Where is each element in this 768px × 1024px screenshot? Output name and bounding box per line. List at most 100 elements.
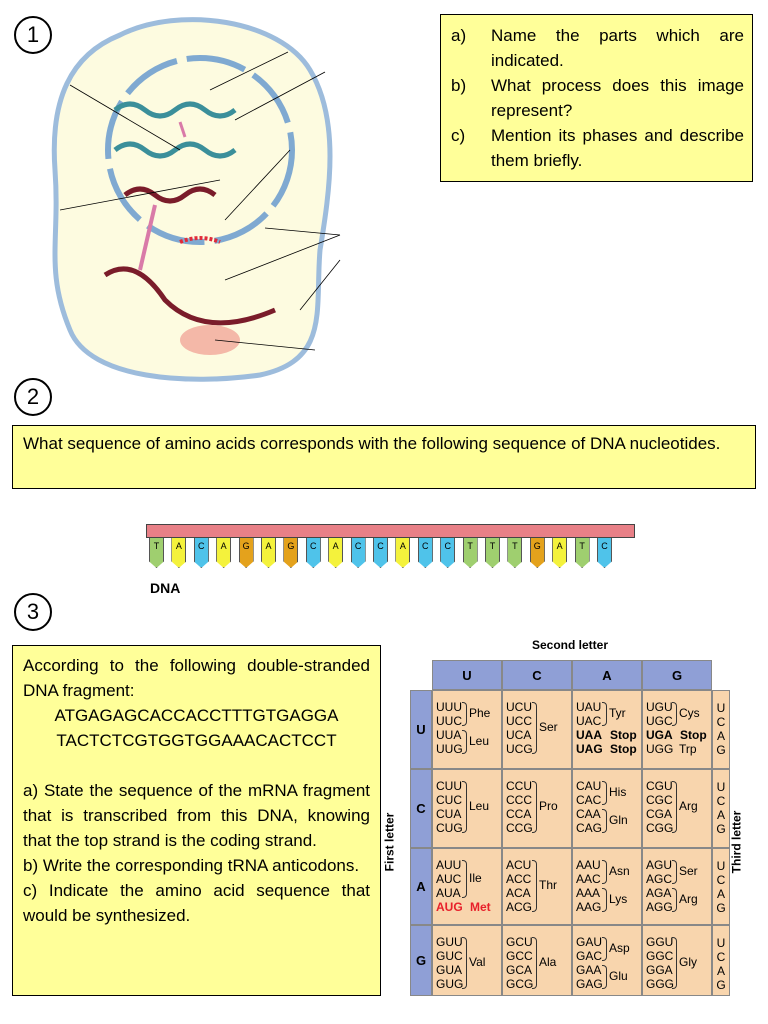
bracket bbox=[462, 781, 467, 833]
third-letter-C: C bbox=[716, 715, 726, 729]
amino-acid: Lys bbox=[609, 892, 628, 906]
amino-acid: Stop bbox=[610, 742, 637, 756]
codon: GGA bbox=[646, 963, 673, 977]
codon: GUU bbox=[436, 935, 463, 949]
codon: CCA bbox=[506, 807, 532, 821]
codon: ACG bbox=[506, 900, 533, 914]
codon: UCG bbox=[506, 742, 533, 756]
amino-acid: Gln bbox=[609, 813, 628, 827]
codon: GAA bbox=[576, 963, 602, 977]
third-letter-U: U bbox=[716, 780, 726, 794]
question-1b: b) What process does this image represent… bbox=[451, 76, 744, 120]
codon: UAG bbox=[576, 742, 603, 756]
codon: GGU bbox=[646, 935, 674, 949]
codon: UAC bbox=[576, 714, 602, 728]
third-letter-U: U bbox=[716, 936, 726, 950]
bracket bbox=[462, 860, 467, 898]
nucleotide-G: G bbox=[283, 538, 299, 568]
first-letter-U: U bbox=[410, 690, 432, 769]
amino-acid: Stop bbox=[680, 728, 707, 742]
codon: ACA bbox=[506, 886, 531, 900]
codon: AUG bbox=[436, 900, 463, 914]
q3-part-a: a) State the sequence of the mRNA fragme… bbox=[23, 781, 370, 850]
bracket bbox=[602, 965, 607, 989]
amino-acid: Pro bbox=[539, 799, 558, 813]
nucleotide-C: C bbox=[350, 538, 366, 568]
first-letter-A: A bbox=[410, 848, 432, 925]
codon-cell bbox=[432, 690, 502, 769]
amino-acid: Phe bbox=[469, 706, 491, 720]
amino-acid: Ala bbox=[539, 955, 557, 969]
amino-acid: Val bbox=[469, 955, 486, 969]
codon: ACC bbox=[506, 872, 532, 886]
bracket bbox=[602, 888, 607, 912]
second-letter-C: C bbox=[502, 660, 572, 690]
codon: CCU bbox=[506, 779, 532, 793]
codon-cell bbox=[502, 925, 572, 996]
second-letter-A: A bbox=[572, 660, 642, 690]
q3-part-c: c) Indicate the amino acid sequence that… bbox=[23, 881, 370, 925]
codon: CGG bbox=[646, 821, 674, 835]
codon: GCA bbox=[506, 963, 533, 977]
codon-cell bbox=[572, 690, 642, 769]
codon: AGU bbox=[646, 858, 673, 872]
nucleotide-T: T bbox=[507, 538, 523, 568]
amino-acid: Leu bbox=[469, 734, 490, 748]
codon: GCG bbox=[506, 977, 534, 991]
protein-synthesis-diagram bbox=[51, 17, 341, 382]
first-letter-label: First letter bbox=[382, 812, 397, 872]
codon-cell bbox=[572, 848, 642, 925]
codon: CUG bbox=[436, 821, 463, 835]
codon: UGU bbox=[646, 700, 673, 714]
amino-acid: His bbox=[609, 785, 627, 799]
third-letter-A: A bbox=[716, 887, 725, 901]
nucleotide-A: A bbox=[395, 538, 411, 568]
codon: UUU bbox=[436, 700, 462, 714]
codon-cell bbox=[572, 769, 642, 848]
codon-cell bbox=[642, 769, 712, 848]
codon: CGU bbox=[646, 779, 673, 793]
codon: UUG bbox=[436, 742, 463, 756]
codon: AGA bbox=[646, 886, 672, 900]
amino-acid: Met bbox=[470, 900, 491, 914]
codon: GAG bbox=[576, 977, 603, 991]
amino-acid: Ile bbox=[469, 871, 482, 885]
codon: CAG bbox=[576, 821, 603, 835]
codon: AUC bbox=[436, 872, 462, 886]
third-letter-G: G bbox=[716, 978, 726, 992]
codon: UGA bbox=[646, 728, 673, 742]
codon: GGG bbox=[646, 977, 675, 991]
nucleotide-A: A bbox=[328, 538, 344, 568]
third-letter-U: U bbox=[716, 701, 726, 715]
nucleotide-T: T bbox=[462, 538, 478, 568]
codon: AUU bbox=[436, 858, 462, 872]
nucleotide-C: C bbox=[305, 538, 321, 568]
dna-strand-bottom: TACTCTCGTGGTGGAAACACTCCT bbox=[56, 731, 337, 750]
codon: CCG bbox=[506, 821, 533, 835]
codon: UUC bbox=[436, 714, 462, 728]
nucleotide-G: G bbox=[238, 538, 254, 568]
codon: GUA bbox=[436, 963, 463, 977]
third-letter-G: G bbox=[716, 901, 726, 915]
amino-acid: Glu bbox=[609, 969, 628, 983]
codon: CUC bbox=[436, 793, 462, 807]
codon: AAG bbox=[576, 900, 602, 914]
third-letter-C: C bbox=[716, 950, 726, 964]
codon: UGG bbox=[646, 742, 674, 756]
bracket bbox=[672, 781, 677, 833]
second-letter-U: U bbox=[432, 660, 502, 690]
codon: CUU bbox=[436, 779, 462, 793]
amino-acid: Asp bbox=[609, 941, 630, 955]
third-letter-G: G bbox=[716, 822, 726, 836]
nucleotide-T: T bbox=[149, 538, 164, 568]
amino-acid: Ser bbox=[539, 720, 558, 734]
codon-cell bbox=[502, 690, 572, 769]
amino-acid: Arg bbox=[679, 799, 698, 813]
codon: CCC bbox=[506, 793, 532, 807]
question-1a: a) Name the parts which are indicated. bbox=[451, 26, 744, 70]
question-1-box: a) Name the parts which are indicated. b)… bbox=[440, 14, 753, 182]
codon: UUA bbox=[436, 728, 462, 742]
amino-acid: Tyr bbox=[609, 706, 626, 720]
question-number-1: 1 bbox=[14, 16, 52, 54]
bracket bbox=[672, 888, 677, 912]
